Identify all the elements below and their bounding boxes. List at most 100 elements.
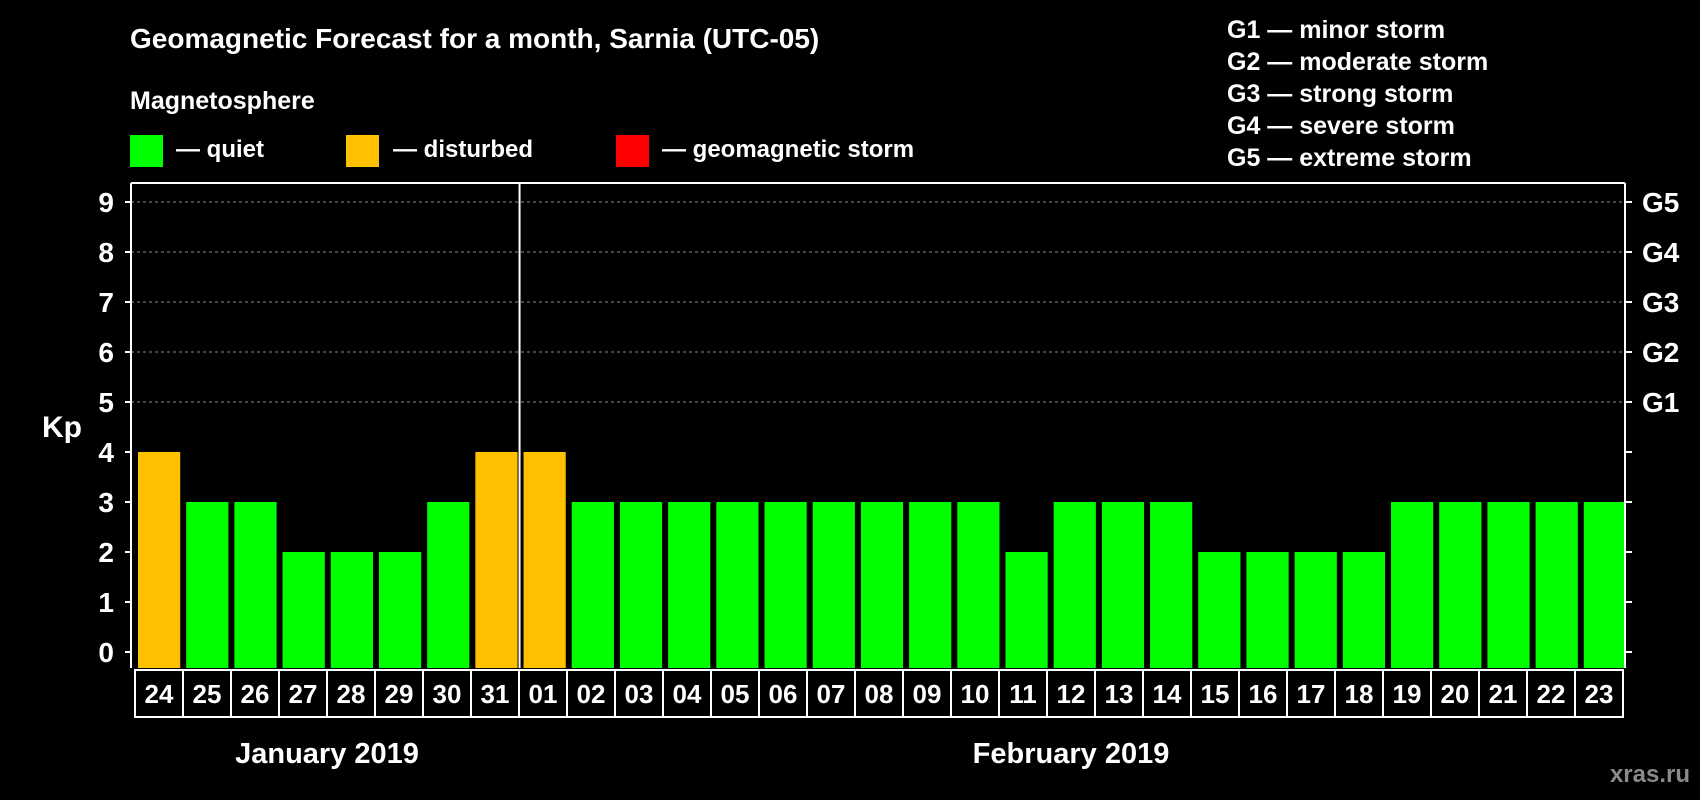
storm-level-g3: G3 — strong storm — [1227, 80, 1453, 108]
y-tick-label-0: 0 — [98, 637, 114, 668]
date-label-24: 24 — [145, 679, 174, 709]
date-label-25: 25 — [193, 679, 222, 709]
bar-11 — [1005, 552, 1048, 668]
y-tick-label-6: 6 — [98, 337, 114, 368]
bar-10 — [957, 502, 1000, 668]
legend-swatch-quiet — [130, 135, 163, 167]
bar-21 — [1487, 502, 1530, 668]
y-axis-label: Kp — [42, 411, 82, 444]
bar-17 — [1294, 552, 1337, 668]
y-tick-label-9: 9 — [98, 187, 114, 218]
storm-axis-label-g1: G1 — [1642, 387, 1679, 418]
date-label-22: 22 — [1537, 679, 1566, 709]
y-tick-label-2: 2 — [98, 537, 114, 568]
date-label-23: 23 — [1585, 679, 1614, 709]
storm-axis-label-g2: G2 — [1642, 337, 1679, 368]
legend-swatch-disturbed — [346, 135, 379, 167]
y-tick-label-7: 7 — [98, 287, 114, 318]
date-label-30: 30 — [433, 679, 462, 709]
legend-title: Magnetosphere — [130, 87, 315, 115]
bar-12 — [1053, 502, 1096, 668]
date-label-29: 29 — [385, 679, 414, 709]
bar-06 — [764, 502, 807, 668]
storm-level-g5: G5 — extreme storm — [1227, 144, 1472, 172]
bar-26 — [234, 502, 277, 668]
bar-16 — [1246, 552, 1289, 668]
date-label-17: 17 — [1297, 679, 1326, 709]
date-label-15: 15 — [1201, 679, 1230, 709]
legend-swatch-storm — [616, 135, 649, 167]
date-label-01: 01 — [529, 679, 558, 709]
bar-30 — [427, 502, 470, 668]
bar-03 — [619, 502, 663, 668]
date-label-20: 20 — [1441, 679, 1470, 709]
date-label-14: 14 — [1153, 679, 1182, 709]
legend-label-storm: — geomagnetic storm — [662, 136, 914, 163]
storm-axis-label-g3: G3 — [1642, 287, 1679, 318]
bar-01 — [523, 452, 566, 668]
date-label-31: 31 — [481, 679, 510, 709]
bars — [138, 452, 1626, 668]
date-label-10: 10 — [961, 679, 990, 709]
y-tick-label-1: 1 — [98, 587, 114, 618]
bar-24 — [138, 452, 181, 668]
date-label-27: 27 — [289, 679, 318, 709]
bar-18 — [1342, 552, 1386, 668]
y-tick-label-3: 3 — [98, 487, 114, 518]
bar-25 — [186, 502, 229, 668]
date-label-02: 02 — [577, 679, 606, 709]
date-label-21: 21 — [1489, 679, 1518, 709]
date-label-16: 16 — [1249, 679, 1278, 709]
bar-09 — [909, 502, 952, 668]
storm-level-g2: G2 — moderate storm — [1227, 48, 1488, 76]
bar-31 — [475, 452, 518, 668]
legend-label-quiet: — quiet — [176, 136, 264, 163]
plot-frame — [130, 182, 1626, 668]
bar-22 — [1535, 502, 1578, 668]
month-label-january: January 2019 — [235, 738, 419, 770]
bar-07 — [812, 502, 855, 668]
date-label-09: 09 — [913, 679, 942, 709]
bar-13 — [1101, 502, 1145, 668]
date-axis: 24 25 26 27 28 29 30 31 01 02 03 04 05 06 07 08 09 10 11 12… — [134, 669, 1624, 718]
bar-05 — [716, 502, 759, 668]
date-label-13: 13 — [1105, 679, 1134, 709]
date-label-06: 06 — [769, 679, 798, 709]
date-label-12: 12 — [1057, 679, 1086, 709]
y-axis-ticks: 0 1 2 3 4 5 6 7 8 9 — [98, 187, 131, 668]
bar-28 — [330, 552, 373, 668]
bar-20 — [1439, 502, 1482, 668]
watermark: xras.ru — [1610, 761, 1690, 788]
storm-axis-label-g4: G4 — [1642, 237, 1680, 268]
y-tick-label-4: 4 — [98, 437, 114, 468]
date-label-26: 26 — [241, 679, 270, 709]
date-label-19: 19 — [1393, 679, 1422, 709]
month-label-february: February 2019 — [973, 738, 1170, 770]
date-label-05: 05 — [721, 679, 750, 709]
right-axis-storm-ticks: G1 G2 G3 G4 G5 — [1625, 187, 1680, 653]
date-label-28: 28 — [337, 679, 366, 709]
date-label-08: 08 — [865, 679, 894, 709]
y-tick-label-8: 8 — [98, 237, 114, 268]
storm-level-g1: G1 — minor storm — [1227, 16, 1445, 44]
bar-08 — [860, 502, 904, 668]
bar-23 — [1583, 502, 1626, 668]
bar-04 — [668, 502, 711, 668]
y-tick-label-5: 5 — [98, 387, 114, 418]
date-row-border — [134, 669, 1624, 718]
chart-title: Geomagnetic Forecast for a month, Sarnia… — [130, 23, 819, 54]
date-label-18: 18 — [1345, 679, 1374, 709]
bar-27 — [282, 552, 325, 668]
date-label-04: 04 — [673, 679, 702, 709]
date-label-07: 07 — [817, 679, 846, 709]
bar-02 — [571, 502, 614, 668]
bar-14 — [1150, 502, 1193, 668]
bar-15 — [1198, 552, 1241, 668]
bar-29 — [378, 552, 422, 668]
grid-lines — [131, 201, 1625, 403]
date-label-11: 11 — [1009, 679, 1037, 709]
bar-19 — [1391, 502, 1434, 668]
legend-label-disturbed: — disturbed — [393, 136, 533, 163]
date-label-03: 03 — [625, 679, 654, 709]
